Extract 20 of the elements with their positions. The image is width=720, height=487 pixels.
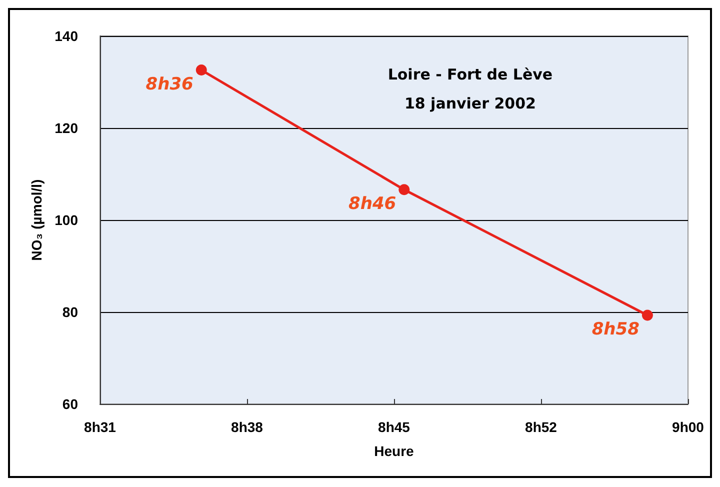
- x-tick-label: 8h31: [84, 419, 116, 435]
- y-tick-label: 100: [54, 212, 78, 228]
- text: Loire - Fort de Lève: [388, 66, 553, 84]
- point: [196, 64, 207, 76]
- y-tick-label: 140: [54, 28, 78, 44]
- x-tick-label: 8h52: [525, 419, 558, 435]
- annotation: 8h58: [592, 320, 640, 340]
- x-axis-title: Heure: [374, 443, 414, 459]
- point: [398, 184, 410, 196]
- y-tick-label: 120: [54, 120, 78, 136]
- x-tick-label: 8h38: [231, 419, 264, 435]
- y-axis-title: NO₃ (µmol/l): [28, 179, 45, 261]
- x-tick-label: 9h00: [672, 419, 704, 435]
- x-tick-label: 8h45: [378, 419, 410, 435]
- text: 18 janvier 2002: [404, 94, 536, 112]
- y-tick-label: 80: [62, 304, 78, 320]
- annotation: 8h46: [348, 194, 396, 214]
- y-tick-label: 60: [62, 396, 78, 412]
- point: [642, 310, 653, 321]
- annotation: 8h36: [146, 74, 194, 95]
